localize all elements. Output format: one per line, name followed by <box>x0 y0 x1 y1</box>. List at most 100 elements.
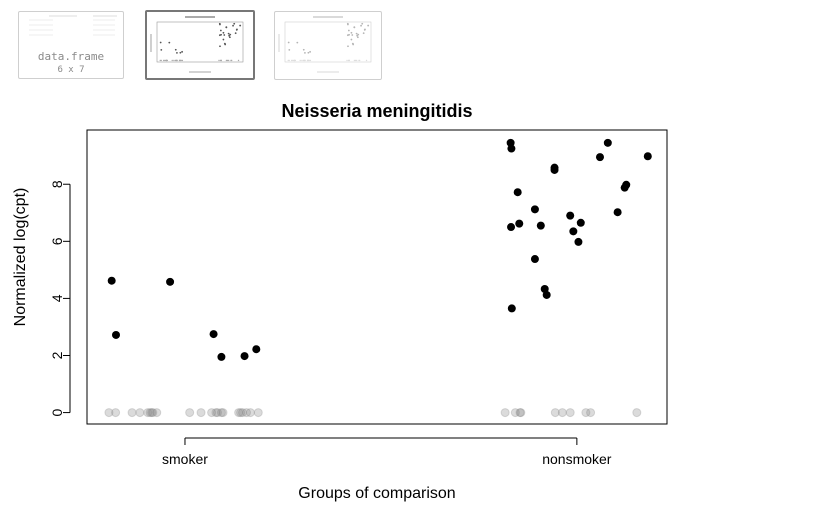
mini-data-point <box>356 34 359 37</box>
plot-frame <box>86 129 668 425</box>
plot-history-strip: data.frame 6 x 7 <box>0 0 816 90</box>
mini-zero-point <box>346 59 348 62</box>
data-point <box>507 223 516 232</box>
mini-zero-point <box>227 59 230 62</box>
mini-data-point <box>236 28 238 31</box>
data-point <box>240 352 249 361</box>
zero-data-point <box>565 408 575 418</box>
mini-data-point <box>179 51 182 54</box>
zero-data-point <box>135 408 145 418</box>
mini-zero-point <box>292 59 294 62</box>
y-axis-label: Normalized log(cpt) <box>12 188 29 327</box>
mini-zero-point <box>218 59 220 62</box>
zero-data-point <box>242 408 251 418</box>
mini-data-point <box>360 24 362 27</box>
mini-data-point <box>160 48 163 51</box>
mini-data-point <box>347 23 349 26</box>
mini-zero-point <box>365 59 368 62</box>
zero-data-point <box>581 408 591 418</box>
zero-data-point <box>143 408 153 418</box>
mini-data-point <box>361 22 364 25</box>
mini-zero-point <box>162 59 165 62</box>
x-tick-label-nonsmoker: nonsmoker <box>542 451 612 467</box>
zero-data-point <box>145 408 155 418</box>
mini-zero-point <box>176 59 178 62</box>
mini-data-point <box>304 51 306 54</box>
zero-data-point <box>253 408 263 418</box>
mini-zero-point <box>173 59 175 62</box>
dataframe-dimensions: 6 x 7 <box>57 65 85 75</box>
mini-data-point <box>347 29 350 32</box>
mini-zero-point <box>160 59 162 62</box>
mini-data-point <box>362 32 365 35</box>
mini-zero-point <box>294 59 297 62</box>
mini-zero-point <box>230 59 233 62</box>
mini-zero-point <box>308 59 310 62</box>
y-tick-label: 6 <box>49 237 65 245</box>
y-axis: 0 2 4 6 8 <box>49 180 71 416</box>
zero-data-point <box>111 408 121 418</box>
data-point <box>530 205 539 214</box>
mini-data-point <box>302 48 305 51</box>
zero-data-point <box>207 408 217 418</box>
data-point <box>595 153 604 162</box>
data-point <box>515 219 524 228</box>
x-axis: smoker nonsmoker <box>162 437 612 467</box>
zero-data-point <box>516 408 526 418</box>
mini-zero-point <box>299 59 301 62</box>
zero-data-point <box>216 408 226 418</box>
mini-zero-point <box>355 59 358 62</box>
mini-data-point <box>350 38 353 41</box>
mini-plot-frame <box>156 21 244 63</box>
zero-data-point <box>213 408 222 418</box>
zero-data-point <box>586 408 596 418</box>
mini-data-point <box>225 26 228 29</box>
zero-data-point <box>557 408 567 418</box>
mini-data-point <box>168 41 171 44</box>
zero-data-point <box>632 408 642 418</box>
data-point <box>166 277 175 286</box>
zero-data-point <box>550 408 560 418</box>
mini-zero-point <box>166 59 169 62</box>
mini-data-point <box>174 48 177 51</box>
mini-data-point <box>220 33 222 36</box>
zero-data-point <box>147 408 157 418</box>
data-point <box>542 290 551 299</box>
mini-zero-point <box>237 59 240 62</box>
mini-data-point <box>288 48 291 51</box>
mini-zero-point <box>226 59 229 62</box>
plot-thumbnail[interactable] <box>274 11 382 80</box>
zero-data-point <box>234 408 244 418</box>
mini-data-point <box>353 26 356 29</box>
dataframe-thumbnail[interactable]: data.frame 6 x 7 <box>18 11 124 79</box>
mini-data-point <box>364 28 366 31</box>
data-point <box>643 152 652 161</box>
y-tick-label: 2 <box>49 351 65 359</box>
mini-data-point <box>219 45 221 48</box>
zero-data-point <box>152 408 162 418</box>
mini-data-point <box>222 31 225 34</box>
mini-zero-point <box>287 59 289 62</box>
data-point <box>252 345 261 354</box>
data-point <box>574 237 583 246</box>
mini-data-point <box>296 41 299 44</box>
zero-data-point <box>510 408 520 418</box>
mini-data-point <box>233 22 236 25</box>
mini-data-point <box>350 31 353 34</box>
dataframe-preview-graphic <box>29 15 117 36</box>
data-point <box>603 138 612 147</box>
zero-data-point <box>238 408 248 418</box>
mini-data-point <box>307 51 310 54</box>
mini-zero-point <box>288 59 290 62</box>
plot-thumbnail-graphic <box>150 16 244 73</box>
data-point <box>507 304 516 313</box>
scatter-plot: Neisseria meningitidis 0 2 4 6 8 smoker nonsm… <box>12 101 668 502</box>
zero-data-point <box>245 408 255 418</box>
plot-thumbnail-active[interactable] <box>145 10 255 80</box>
mini-data-point <box>232 24 234 27</box>
mini-data-point <box>219 29 222 32</box>
data-point <box>107 276 116 285</box>
data-point <box>622 180 631 189</box>
mini-zero-point <box>290 59 293 62</box>
data-point <box>217 352 226 361</box>
